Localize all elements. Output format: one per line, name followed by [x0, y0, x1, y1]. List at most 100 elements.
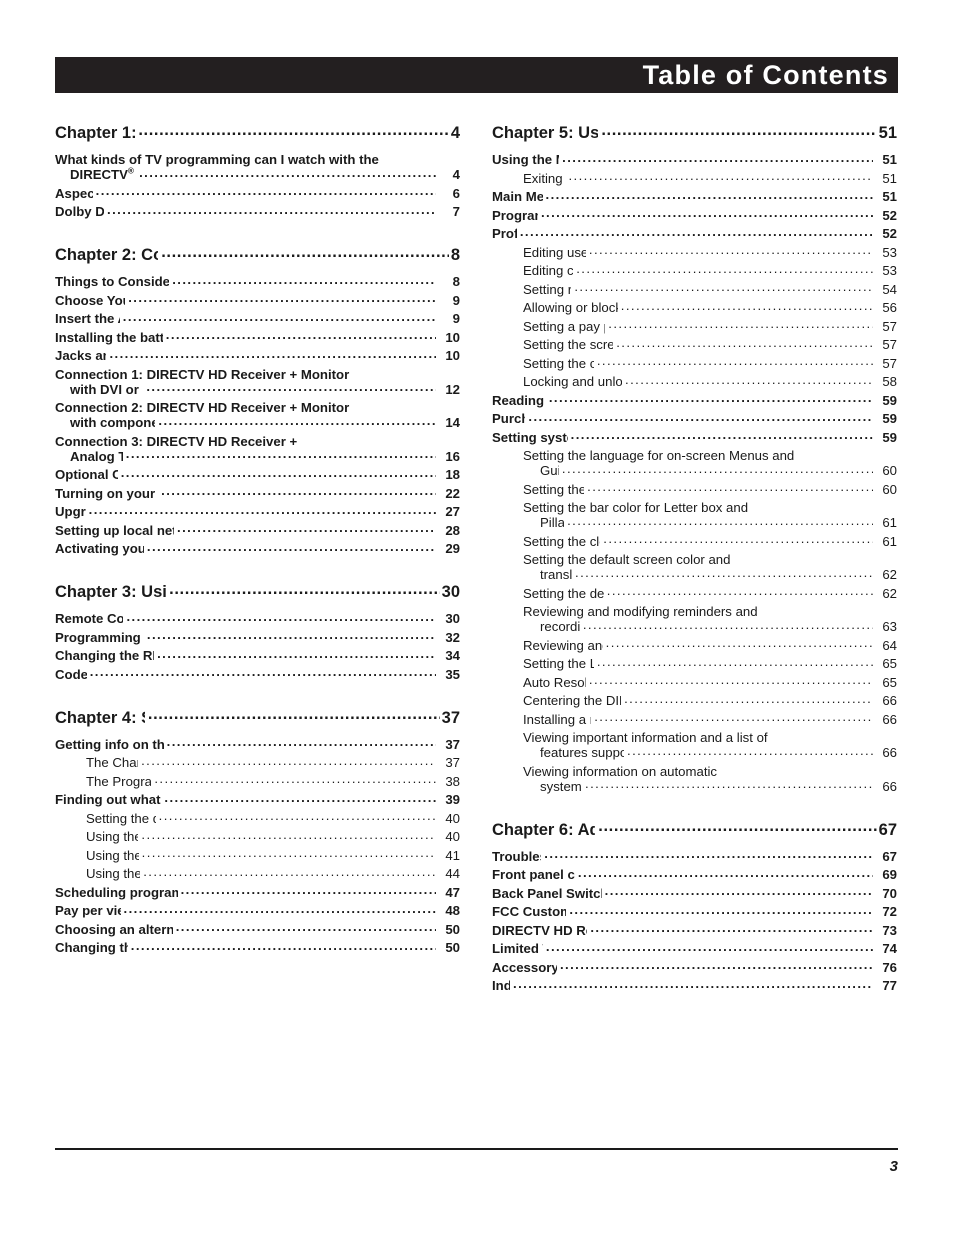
toc-entry[interactable]: Programming the Remote Control 32 [55, 630, 460, 645]
toc-entry-row: Editing user profile names 53 [523, 245, 897, 260]
toc-entry[interactable]: Editing channel lists 53 [492, 263, 897, 278]
toc-entry[interactable]: Main Menu items 51 [492, 189, 897, 204]
toc-entry[interactable]: Reading your mail 59 [492, 393, 897, 408]
toc-entry-page: 61 [882, 533, 897, 549]
toc-entry[interactable]: Editing user profile names 53 [492, 245, 897, 260]
toc-entry[interactable]: What kinds of TV programming can I watch… [55, 152, 460, 182]
toc-entry[interactable]: Things to Consider Before Making Connect… [55, 274, 460, 289]
toc-entry[interactable]: Limited Warranty 74 [492, 941, 897, 956]
toc-entry[interactable]: Pay per view programs 48 [55, 903, 460, 918]
toc-entry[interactable]: Choose Your Connection 9 [55, 293, 460, 308]
toc-entry[interactable]: Allowing or blocking pay per view purcha… [492, 300, 897, 315]
toc-entry[interactable]: Using the Menu System 51 [492, 152, 897, 167]
toc-entry[interactable]: Using the Grid Guide 41 [55, 848, 460, 863]
toc-entry[interactable]: Program Guide 52 [492, 208, 897, 223]
toc-entry[interactable]: Setting up local networks programming sc… [55, 523, 460, 538]
toc-entry[interactable]: Choosing an alternate audio format for a… [55, 922, 460, 937]
toc-entry-text: Connection 2: DIRECTV HD Receiver + Moni… [55, 400, 350, 415]
toc-entry-row: Turning on your receiver for the first t… [55, 486, 460, 501]
toc-entry[interactable]: Connection 1: DIRECTV HD Receiver + Moni… [55, 367, 460, 397]
toc-entry-page: 7 [452, 204, 460, 219]
toc-entry[interactable]: Setting the current user profile 57 [492, 356, 897, 371]
toc-entry[interactable]: Activating your DIRECTV account 29 [55, 541, 460, 556]
toc-entry[interactable]: Setting the language for on-screen Menus… [492, 448, 897, 478]
toc-entry[interactable]: The Program Detail Screen 38 [55, 774, 460, 789]
toc-entry[interactable]: Using the Logo Guide 44 [55, 866, 460, 881]
toc-entry[interactable]: Setting the screen format 60 [492, 482, 897, 497]
toc-entry[interactable]: Centering the DIRECTV HD Receiver's pict… [492, 693, 897, 708]
toc-entry[interactable]: Code lists 35 [55, 667, 460, 682]
toc-entry-line2: with DVI or RGB input jacks 12 [55, 382, 460, 397]
toc-entry[interactable]: Setting the screen color and translucenc… [492, 337, 897, 352]
toc-entry[interactable]: Reviewing and modifying reminders and rec… [492, 604, 897, 634]
toc-entry[interactable]: Jacks and cables 10 [55, 348, 460, 363]
toc-entry[interactable]: Optional Connections 18 [55, 467, 460, 482]
toc-entry[interactable]: Using the Surf Guide 40 [55, 829, 460, 844]
toc-entry-row: Purchases 59 [492, 411, 897, 426]
dot-leader [576, 264, 873, 277]
toc-entry[interactable]: Setting a pay per view spending limit 57 [492, 319, 897, 334]
footer-divider [55, 1148, 898, 1150]
dot-leader [597, 657, 873, 670]
toc-entry[interactable]: Reviewing and controlling Caller ID 64 [492, 638, 897, 653]
registered-mark: ® [127, 167, 134, 176]
toc-entry[interactable]: Accessory Information 76 [492, 960, 897, 975]
toc-entry-row: Changing the User setting 50 [55, 940, 460, 955]
toc-entry[interactable]: Upgrades 27 [55, 504, 460, 519]
dot-leader [627, 746, 873, 759]
toc-entry[interactable]: Setting the Local Time options 65 [492, 656, 897, 671]
toc-entry[interactable]: Front panel controls and lights 69 [492, 867, 897, 882]
toc-entry[interactable]: Scheduling program reminders and recordi… [55, 885, 460, 900]
toc-entry[interactable]: Locking and unlocking your DIRECTV® Syst… [492, 374, 897, 389]
toc-entry-text: Setting the language for on-screen Menus… [523, 448, 795, 463]
toc-entry[interactable]: Purchases 59 [492, 411, 897, 426]
toc-entry-row: Insert the Access Card 9 [55, 311, 460, 326]
toc-entry-page: 51 [882, 170, 897, 186]
toc-entry[interactable]: Setting system preferences 59 [492, 430, 897, 445]
dot-leader [569, 905, 873, 918]
toc-entry[interactable]: Setting the default audio preference 62 [492, 586, 897, 601]
toc-entry[interactable]: Connection 3: DIRECTV HD Receiver + Analo… [55, 434, 460, 464]
toc-chapter-heading[interactable]: Chapter 3: Using the Remote Control 30 [55, 583, 460, 602]
toc-entry[interactable]: Troubleshooting 67 [492, 849, 897, 864]
toc-entry[interactable]: Turning on your receiver for the first t… [55, 486, 460, 501]
toc-entry[interactable]: Changing the RF Remote Control Code 34 [55, 648, 460, 663]
toc-entry[interactable]: Auto Resolution Detection 65 [492, 675, 897, 690]
toc-entry-row: Setting up local networks programming sc… [55, 523, 460, 538]
toc-entry[interactable]: Setting the default screen color and tran… [492, 552, 897, 582]
toc-entry-page: 22 [445, 485, 460, 501]
toc-entry[interactable]: Installing the batteries in the remote c… [55, 330, 460, 345]
toc-entry[interactable]: Setting the closed caption options 61 [492, 534, 897, 549]
toc-entry[interactable]: Setting the default guide style 40 [55, 811, 460, 826]
toc-entry[interactable]: Viewing important information and a list… [492, 730, 897, 760]
toc-entry[interactable]: Connection 2: DIRECTV HD Receiver + Moni… [55, 400, 460, 430]
toc-entry[interactable]: Changing the User setting 50 [55, 940, 460, 955]
toc-entry[interactable]: Aspect ratio 6 [55, 186, 460, 201]
toc-entry[interactable]: Finding out what's on: the Program Guide… [55, 792, 460, 807]
toc-entry[interactable]: The Channel Banner 37 [55, 755, 460, 770]
toc-chapter-heading[interactable]: Chapter 4: Special Features 37 [55, 709, 460, 728]
toc-entry[interactable]: Dolby Digital 5.1 7 [55, 204, 460, 219]
toc-entry[interactable]: Index 77 [492, 978, 897, 993]
toc-entry[interactable]: Getting info on the program you're watch… [55, 737, 460, 752]
toc-entry[interactable]: Back Panel Switches and Input/Output Jac… [492, 886, 897, 901]
toc-chapter-heading[interactable]: Chapter 1: Introduction 4 [55, 124, 460, 143]
toc-entry-text: Reading your mail [492, 392, 546, 408]
toc-entry[interactable]: Insert the Access Card 9 [55, 311, 460, 326]
toc-entry[interactable]: Remote Control Buttons 30 [55, 611, 460, 626]
toc-entry-text: Purchases [492, 411, 526, 426]
toc-entry-text: Using the Logo Guide [86, 866, 141, 881]
toc-entry[interactable]: Installing a new Access Card 66 [492, 712, 897, 727]
toc-entry[interactable]: Setting the bar color for Letter box and… [492, 500, 897, 530]
toc-entry-page: 38 [445, 773, 460, 789]
toc-entry[interactable]: Setting rating limits 54 [492, 282, 897, 297]
toc-entry[interactable]: DIRECTV HD Receiver Specifications 73 [492, 923, 897, 938]
toc-entry[interactable]: FCC Customer Information 72 [492, 904, 897, 919]
toc-entry[interactable]: Profiles 52 [492, 226, 897, 241]
toc-entry-page: 4 [452, 167, 460, 182]
toc-chapter-heading[interactable]: Chapter 5: Using the Menu System 51 [492, 124, 897, 143]
toc-chapter-heading[interactable]: Chapter 2: Connections & Setup 8 [55, 246, 460, 265]
toc-chapter-heading[interactable]: Chapter 6: Additional Information 67 [492, 821, 897, 840]
toc-entry[interactable]: Exiting a Screen 51 [492, 171, 897, 186]
